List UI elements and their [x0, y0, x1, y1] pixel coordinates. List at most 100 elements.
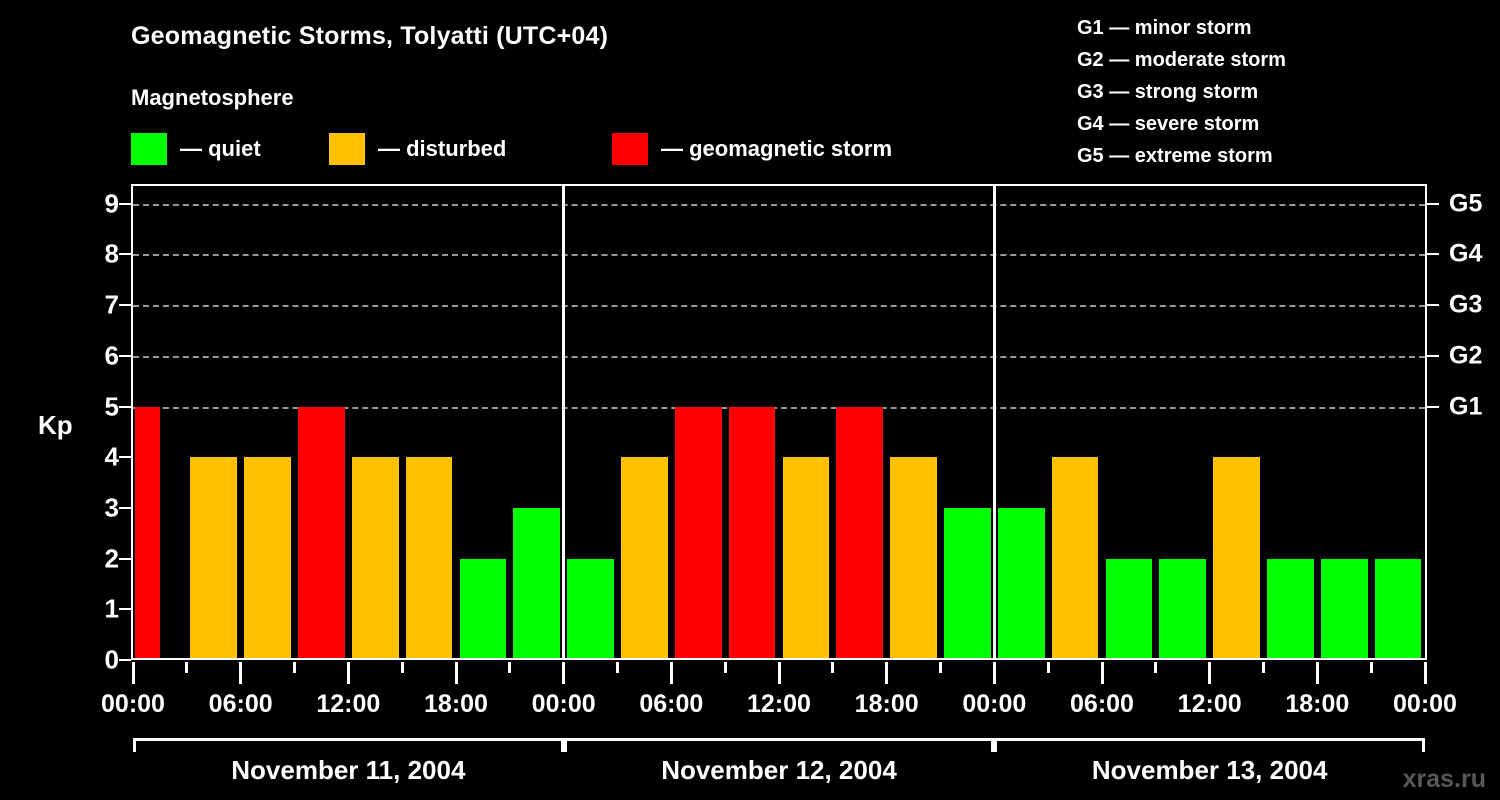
x-axis-label-10: 12:00 — [1177, 690, 1242, 718]
x-tick-major-16 — [992, 662, 996, 684]
g-tick-G4 — [1427, 253, 1439, 256]
x-tick-minor-1 — [185, 662, 189, 673]
x-axis-label-9: 06:00 — [1070, 690, 1134, 718]
y-tick-9 — [119, 202, 131, 205]
g-scale-row-3: G3 — strong storm — [1077, 81, 1259, 103]
x-tick-major-18 — [1100, 662, 1104, 684]
x-axis-label-0: 00:00 — [101, 690, 165, 718]
g-tick-G3 — [1427, 304, 1439, 307]
legend-entry-storm: — geomagnetic storm — [612, 132, 892, 166]
bar-kp — [728, 406, 776, 660]
x-axis-label-11: 18:00 — [1285, 690, 1350, 718]
g-scale-row-5: G5 — extreme storm — [1077, 145, 1273, 167]
legend-label-disturbed: — disturbed — [378, 136, 507, 161]
y-tick-2 — [119, 557, 131, 560]
x-tick-major-8 — [562, 662, 566, 684]
x-axis-label-12: 00:00 — [1393, 690, 1457, 718]
x-tick-major-4 — [346, 662, 350, 684]
bar-kp — [1105, 558, 1153, 660]
g-scale-row-1: G1 — minor storm — [1077, 17, 1252, 39]
g-tick-G1 — [1427, 405, 1439, 408]
g-axis-label-G2: G2 — [1449, 341, 1483, 370]
day-separator-1 — [562, 186, 566, 660]
x-tick-minor-5 — [400, 662, 404, 673]
y-tick-label-3: 3 — [104, 492, 119, 523]
gridline-kp-5 — [133, 406, 1425, 409]
bar-kp — [1267, 558, 1314, 660]
y-tick-label-7: 7 — [104, 289, 119, 320]
bar-kp — [1374, 558, 1422, 660]
legend-label-storm: — geomagnetic storm — [661, 136, 893, 161]
x-tick-minor-23 — [1369, 662, 1373, 673]
x-axis-label-8: 00:00 — [962, 690, 1027, 718]
y-axis-title: Kp — [38, 410, 73, 440]
bar-kp — [1159, 558, 1207, 660]
plot-area — [133, 186, 1425, 660]
y-tick-4 — [119, 456, 131, 459]
bar-kp — [836, 406, 884, 660]
y-tick-1 — [119, 608, 131, 611]
g-axis-label-G4: G4 — [1449, 239, 1483, 268]
bar-kp — [567, 558, 614, 660]
watermark: xras.ru — [1402, 765, 1486, 793]
y-tick-label-9: 9 — [104, 188, 119, 219]
gridline-kp-8 — [133, 254, 1425, 257]
x-tick-minor-9 — [616, 662, 619, 673]
y-tick-label-1: 1 — [104, 593, 119, 624]
date-label-3: November 13, 2004 — [1091, 755, 1328, 785]
x-tick-major-12 — [777, 662, 781, 684]
g-tick-G2 — [1427, 354, 1439, 357]
bar-kp — [621, 457, 668, 660]
x-axis-label-7: 18:00 — [854, 690, 919, 718]
g-axis-label-G1: G1 — [1449, 392, 1483, 421]
bar-kp — [298, 406, 345, 660]
y-tick-label-5: 5 — [104, 391, 119, 422]
x-tick-major-14 — [885, 662, 889, 684]
x-tick-minor-15 — [939, 662, 942, 673]
legend-entry-disturbed: — disturbed — [329, 132, 506, 166]
y-tick-5 — [119, 405, 131, 408]
date-bracket-1 — [133, 738, 564, 752]
x-axis-label-1: 06:00 — [208, 690, 273, 718]
plot-frame — [131, 184, 1427, 660]
bar-kp — [190, 457, 238, 660]
date-label-2: November 12, 2004 — [661, 755, 897, 785]
bar-kp — [674, 406, 722, 660]
x-tick-minor-11 — [723, 662, 727, 673]
x-axis-label-4: 00:00 — [531, 690, 596, 718]
x-tick-major-20 — [1208, 662, 1212, 684]
x-tick-major-22 — [1315, 662, 1319, 684]
day-separator-2 — [992, 186, 996, 660]
y-tick-label-6: 6 — [104, 340, 119, 371]
x-axis-label-6: 12:00 — [747, 690, 811, 718]
legend-label-quiet: — quiet — [180, 136, 261, 161]
y-tick-0 — [119, 659, 131, 661]
bar-kp — [405, 457, 453, 660]
g-scale-row-2: G2 — moderate storm — [1077, 49, 1286, 71]
date-label-1: November 11, 2004 — [231, 755, 466, 785]
g-tick-G5 — [1427, 202, 1439, 205]
x-tick-minor-17 — [1046, 662, 1050, 673]
x-axis-label-3: 18:00 — [424, 690, 488, 718]
x-tick-major-6 — [454, 662, 458, 684]
x-tick-major-0 — [131, 662, 135, 684]
gridline-kp-6 — [133, 355, 1425, 358]
legend-swatch-disturbed-icon — [329, 133, 365, 165]
bar-kp — [244, 457, 291, 660]
legend-entry-quiet: — quiet — [131, 132, 261, 166]
x-tick-major-2 — [239, 662, 243, 684]
g-scale-row-4: G4 — severe storm — [1077, 113, 1260, 135]
date-bracket-2 — [563, 738, 995, 752]
x-axis-label-5: 06:00 — [639, 690, 704, 718]
magnetosphere-heading: Magnetosphere — [131, 85, 294, 110]
bar-kp — [997, 507, 1045, 660]
bar-kp — [513, 507, 561, 660]
y-tick-8 — [119, 253, 131, 256]
g-scale-legend: G1 — minor storm G2 — moderate storm G3 — … — [1077, 12, 1286, 172]
x-tick-minor-7 — [508, 662, 512, 673]
bar-kp — [1051, 457, 1099, 660]
bar-kp — [782, 457, 830, 660]
page-title: Geomagnetic Storms, Tolyatti (UTC+04) — [131, 22, 609, 50]
x-tick-minor-21 — [1262, 662, 1265, 673]
bar-kp — [459, 558, 507, 660]
